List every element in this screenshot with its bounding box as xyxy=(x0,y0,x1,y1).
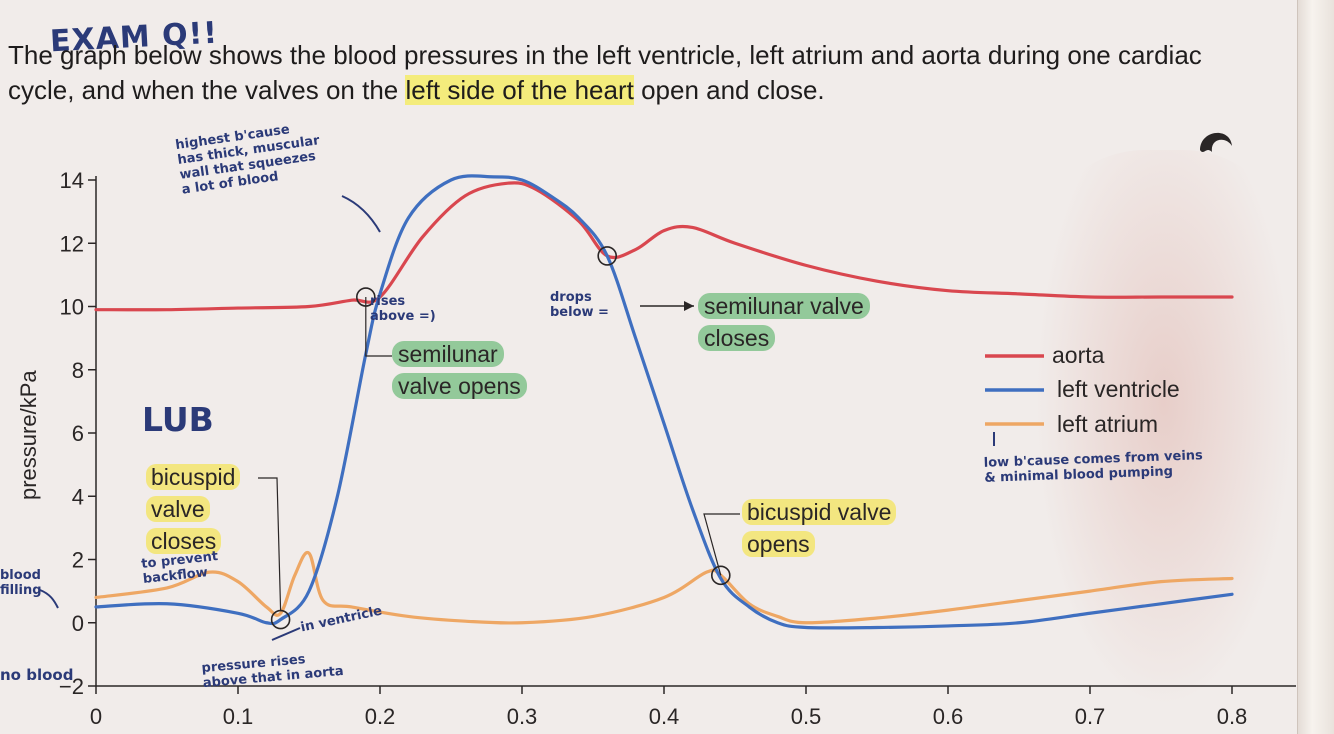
bicuspid-closes-label: bicuspid valve closes xyxy=(146,461,241,557)
y-tick-label: 0 xyxy=(72,611,84,636)
semilunar-closes-label: semilunar valve closes xyxy=(698,290,870,354)
callout-bicuspid-opens xyxy=(703,513,740,576)
callout-lines xyxy=(39,132,1232,641)
series-line-left-ventricle xyxy=(94,174,1234,630)
note-blood-filling-1: blood xyxy=(0,568,41,583)
y-tick-label: 4 xyxy=(72,484,84,509)
x-tick-label: 0.4 xyxy=(649,704,680,729)
note-lub: LUB xyxy=(142,400,214,439)
shell-icon xyxy=(1200,132,1232,152)
bicuspid-opens-line2: opens xyxy=(742,531,815,557)
series-line-aorta xyxy=(94,181,1234,312)
note-no-blood: no blood xyxy=(0,666,74,684)
question-part2: open and close. xyxy=(633,75,825,105)
x-tick-label: 0.5 xyxy=(791,704,822,729)
note-drops-below: drops below = xyxy=(550,290,609,320)
y-tick-label: 6 xyxy=(72,421,84,446)
valve-marker-4 xyxy=(710,565,731,586)
bicuspid-closes-line2: valve xyxy=(146,496,210,522)
note-rises-above: rises above =) xyxy=(370,294,436,324)
question-part1: The graph below shows the blood pressure… xyxy=(8,40,1202,105)
x-tick-label: 0.2 xyxy=(365,704,396,729)
y-tick-label: −2 xyxy=(59,674,84,699)
bicuspid-closes-line3: closes xyxy=(146,528,222,554)
x-tick-label: 0.8 xyxy=(1217,704,1248,729)
ink-stroke-filling xyxy=(39,589,59,609)
valve-markers xyxy=(270,246,731,630)
x-tick-label: 0.6 xyxy=(933,704,964,729)
x-tick-label: 0.1 xyxy=(223,704,254,729)
x-tick-label: 0.7 xyxy=(1075,704,1106,729)
heart-watermark xyxy=(1034,150,1294,710)
semilunar-opens-line1: semilunar xyxy=(392,341,504,367)
question-text: The graph below shows the blood pressure… xyxy=(8,38,1238,108)
ink-stroke-highest xyxy=(341,195,381,233)
semilunar-closes-line1: semilunar valve xyxy=(698,293,870,319)
chart-series xyxy=(94,174,1234,630)
legend-aorta: aorta xyxy=(1052,342,1105,368)
y-tick-label: 8 xyxy=(72,358,84,383)
bicuspid-opens-label: bicuspid valve opens xyxy=(742,496,897,560)
page-edge xyxy=(1297,0,1334,734)
y-axis-label: pressure/kPa xyxy=(16,370,41,500)
y-tick-label: 2 xyxy=(72,548,84,573)
y-tick-label: 12 xyxy=(60,231,84,256)
semilunar-opens-label: semilunar valve opens xyxy=(392,338,527,402)
callout-semilunar-opens xyxy=(365,297,392,357)
bicuspid-closes-line1: bicuspid xyxy=(146,464,241,490)
series-line-left-atrium xyxy=(94,550,1234,625)
note-blood-filling-2: filling xyxy=(0,583,42,598)
x-tick-label: 0.3 xyxy=(507,704,538,729)
valve-marker-3 xyxy=(597,246,618,266)
callout-bicuspid-closes xyxy=(258,477,282,611)
semilunar-closes-line2: closes xyxy=(698,325,776,351)
ink-stroke-pressure xyxy=(271,627,301,641)
y-tick-label: 14 xyxy=(60,168,84,193)
legend-left-ventricle: left ventricle xyxy=(1057,376,1180,402)
bicuspid-opens-line1: bicuspid valve xyxy=(742,499,897,525)
y-tick-label: 10 xyxy=(60,295,84,320)
semilunar-opens-line2: valve opens xyxy=(392,373,527,399)
question-highlight: left side of the heart xyxy=(405,75,634,105)
note-blood-filling: blood filling xyxy=(0,568,42,598)
callout-arrowhead xyxy=(684,301,694,311)
legend-left-atrium: left atrium xyxy=(1057,411,1158,437)
x-tick-label: 0 xyxy=(90,704,102,729)
